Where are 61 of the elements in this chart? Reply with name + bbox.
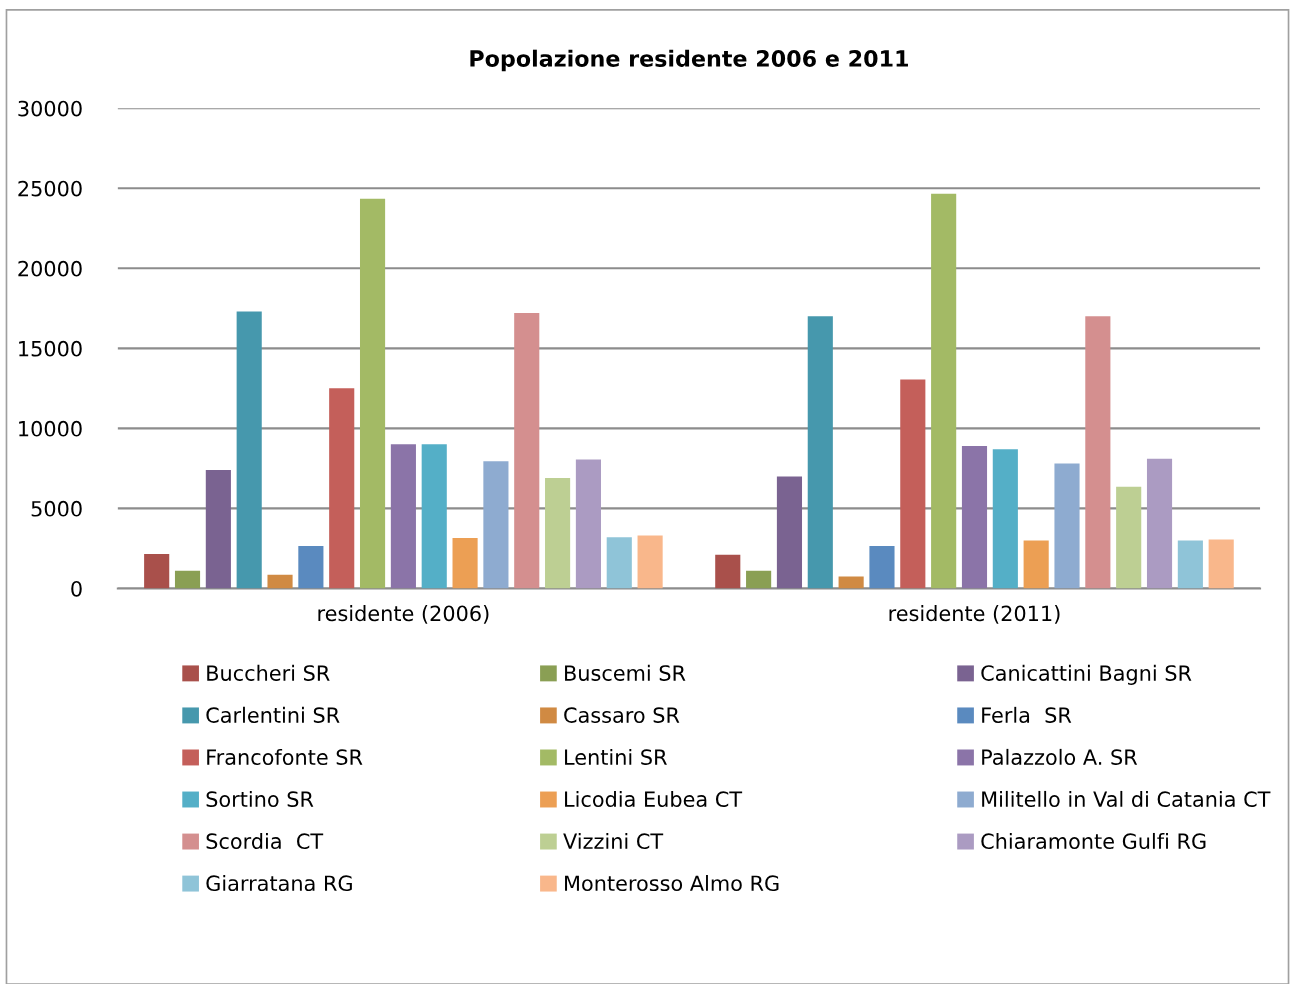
x-tick-label: residente (2011) xyxy=(889,605,1060,624)
y-tick-label: 30000 xyxy=(18,100,82,117)
legend-label: Militello in Val di Catania CT xyxy=(982,790,1271,808)
bar xyxy=(838,576,864,589)
legend-label: Francofonte SR xyxy=(207,748,363,766)
bar xyxy=(961,445,988,589)
legend-label: Ferla SR xyxy=(982,706,1072,723)
legend-label: Licodia Eubea CT xyxy=(565,790,743,808)
bar xyxy=(267,574,293,589)
legend-label: Palazzolo A. SR xyxy=(982,748,1138,766)
legend-label: Buscemi SR xyxy=(565,664,686,681)
bar xyxy=(1116,486,1142,589)
legend-label: Scordia CT xyxy=(206,832,324,850)
bar xyxy=(174,570,201,589)
legend-label: Vizzini CT xyxy=(563,832,664,850)
bar xyxy=(421,444,447,589)
bar xyxy=(715,554,741,589)
legend-label: Monterosso Almo RG xyxy=(565,874,779,892)
bar xyxy=(606,537,632,589)
bar xyxy=(1085,316,1111,589)
bar xyxy=(359,198,386,589)
bar xyxy=(1208,539,1234,589)
bar xyxy=(1146,458,1173,589)
y-tick-label: 5000 xyxy=(31,500,82,517)
bar xyxy=(545,477,571,589)
legend-label: Chiaramonte Gulfi RG xyxy=(981,832,1206,850)
bar xyxy=(992,449,1018,589)
y-tick-label: 25000 xyxy=(18,180,82,197)
y-tick-label: 10000 xyxy=(19,420,82,437)
bar xyxy=(807,316,833,589)
bar xyxy=(637,535,663,589)
legend-label: Buccheri SR xyxy=(207,664,330,681)
bar xyxy=(1023,540,1049,589)
bar xyxy=(575,459,601,589)
bar xyxy=(390,444,416,589)
legend-label: Carlentini SR xyxy=(206,706,340,723)
y-tick-label: 15000 xyxy=(19,340,82,357)
bar xyxy=(483,461,509,589)
legend-label: Sortino SR xyxy=(206,790,314,808)
y-tick-label: 0 xyxy=(71,580,82,597)
bar xyxy=(205,469,231,589)
bar xyxy=(900,379,926,589)
legend-label: Cassaro SR xyxy=(564,707,680,723)
bar xyxy=(298,546,324,589)
bar xyxy=(776,476,803,589)
legend-label: Lentini SR xyxy=(565,748,667,766)
bar xyxy=(236,311,262,589)
y-tick-label: 20000 xyxy=(18,260,82,277)
bar xyxy=(746,570,772,589)
bar xyxy=(931,193,957,589)
bar xyxy=(514,313,540,589)
x-tick-label: residente (2006) xyxy=(318,605,489,624)
legend-label: Canicattini Bagni SR xyxy=(981,664,1192,685)
legend-label: Giarratana RG xyxy=(206,874,352,892)
bar xyxy=(329,388,355,589)
bar xyxy=(869,546,895,589)
bar xyxy=(452,538,478,589)
bar xyxy=(1054,463,1080,589)
bar xyxy=(144,554,170,589)
bar xyxy=(1177,540,1203,589)
chart-title: Popolazione residente 2006 e 2011 xyxy=(470,49,908,72)
